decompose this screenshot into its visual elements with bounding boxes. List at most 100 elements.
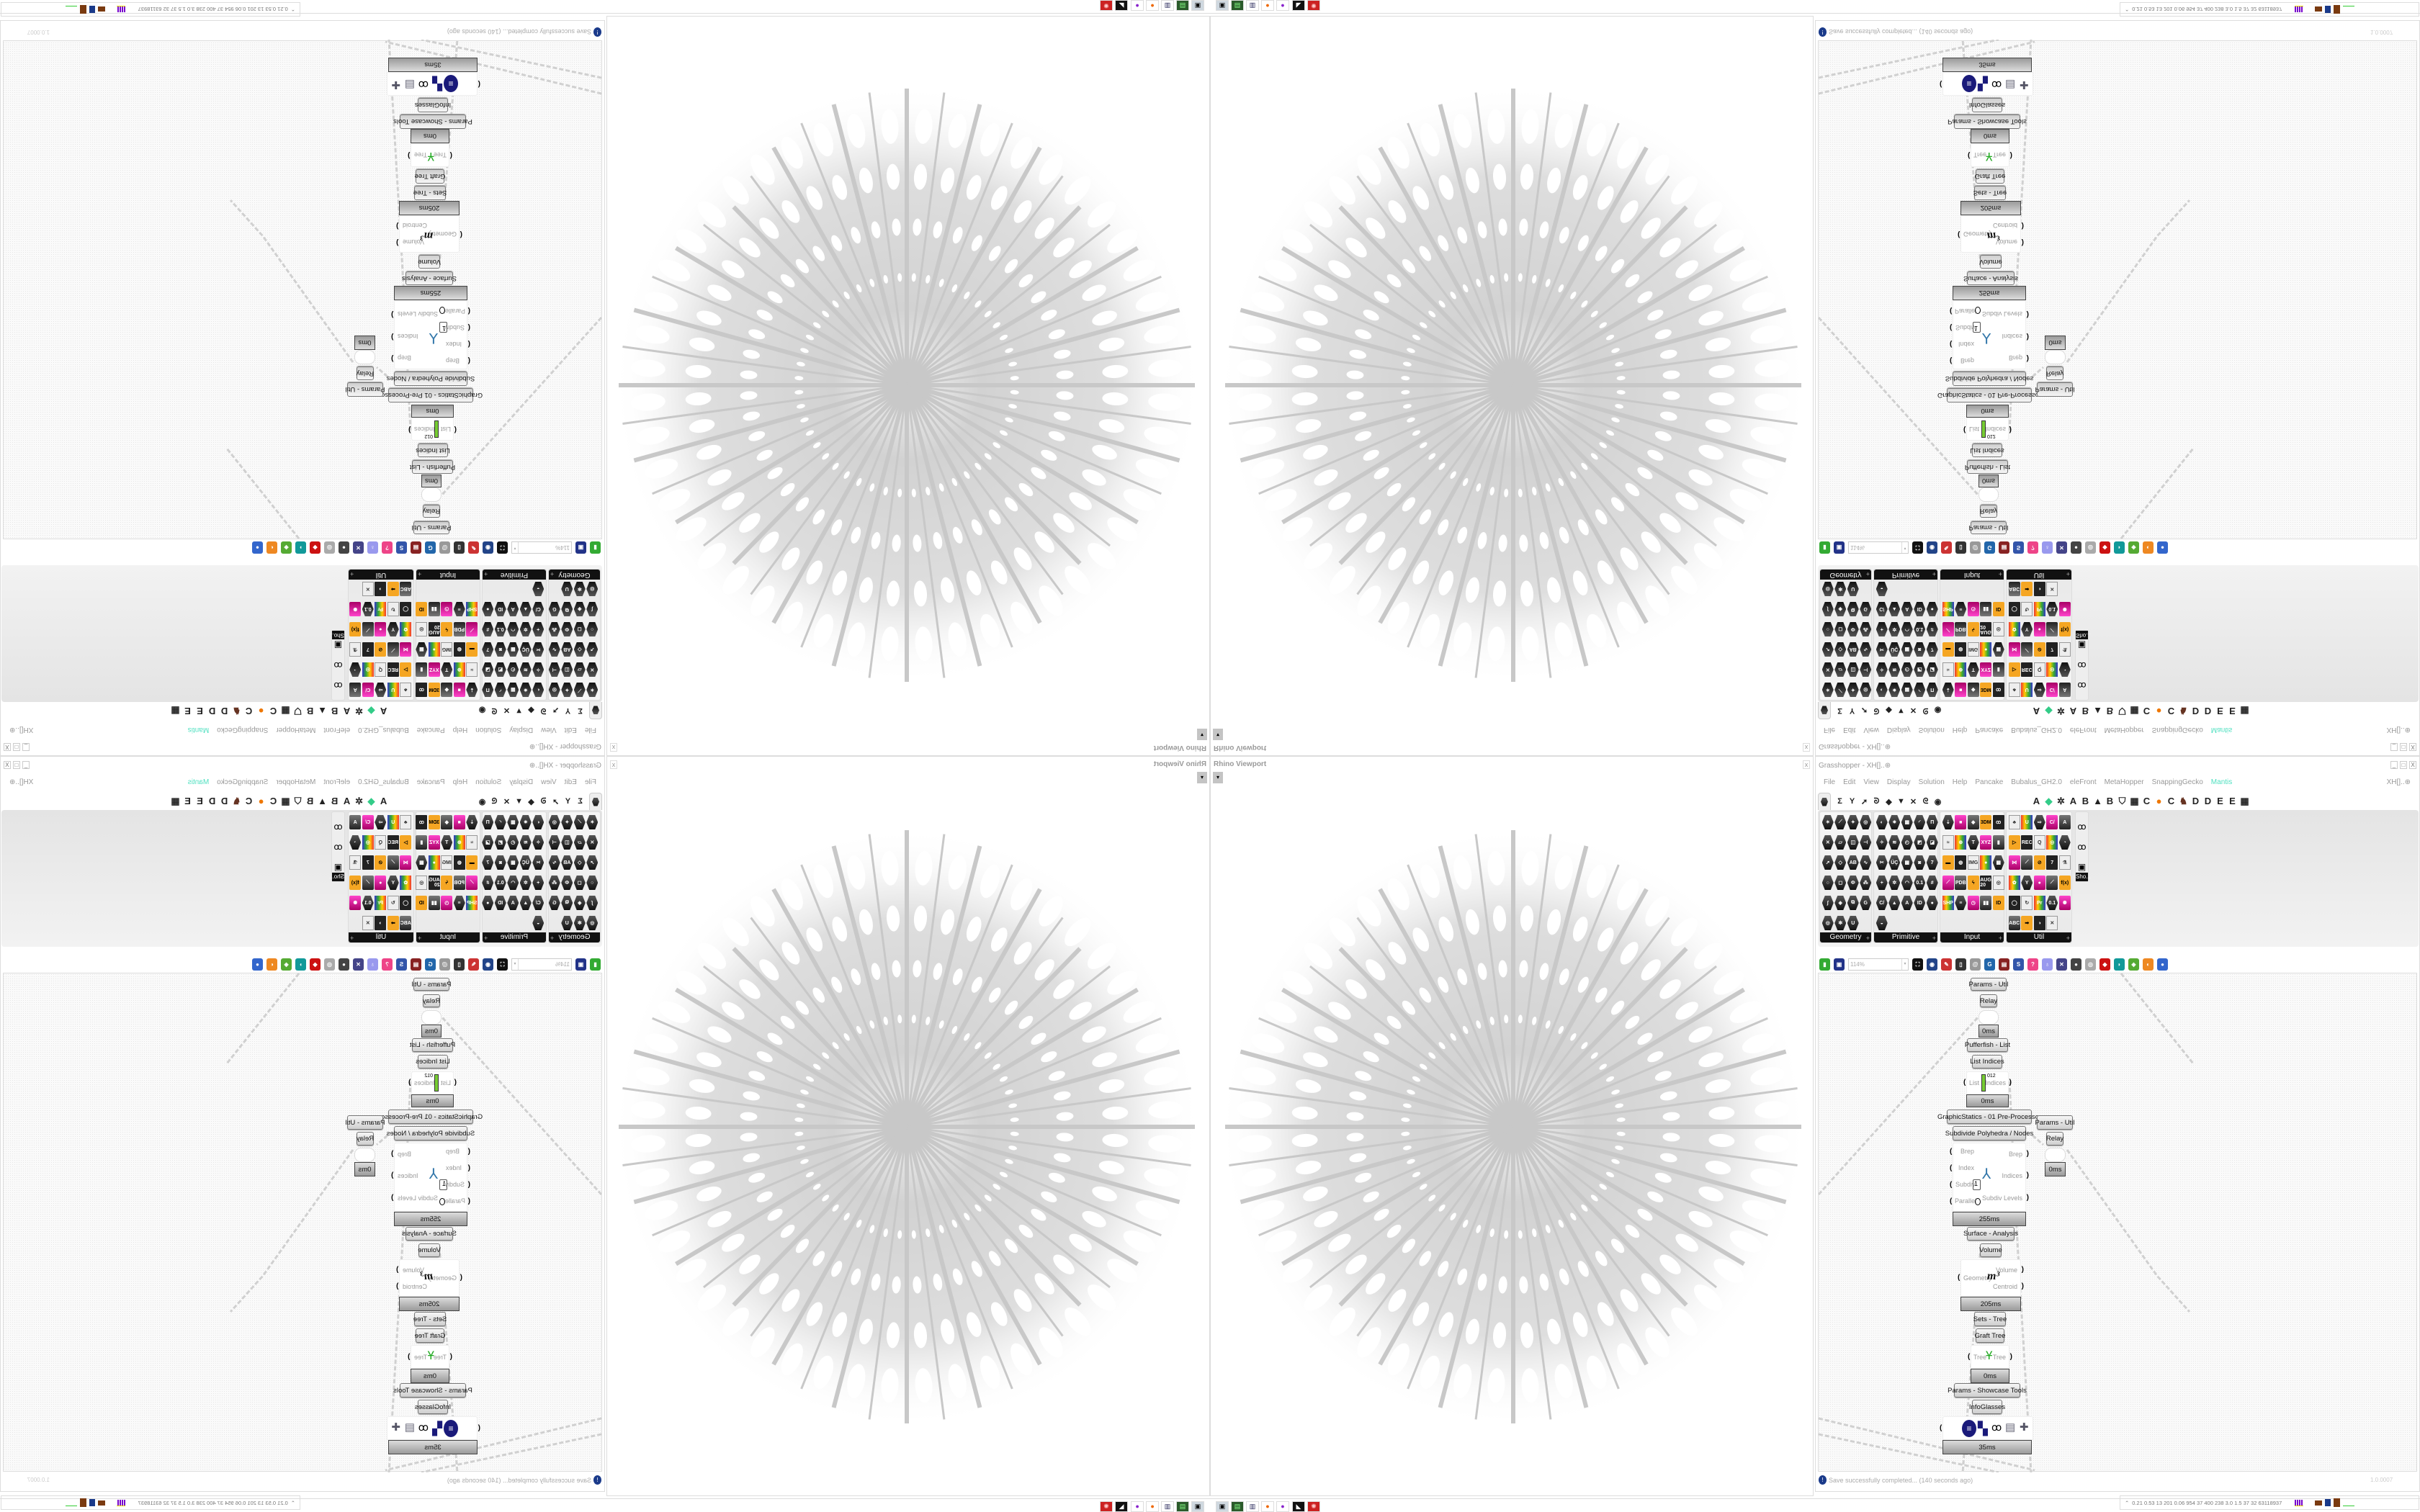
- input-component-icon[interactable]: ◷: [1967, 602, 1979, 616]
- save-file-icon[interactable]: ▣: [1834, 958, 1845, 971]
- menu-display[interactable]: Display: [509, 778, 534, 786]
- plugin-icon[interactable]: ▯: [454, 958, 465, 971]
- util-component-icon[interactable]: A: [349, 683, 362, 697]
- input-component-icon[interactable]: ≡: [454, 896, 465, 910]
- util-component-icon[interactable]: ◑: [2033, 916, 2045, 930]
- util-component-icon[interactable]: ⟋: [387, 642, 399, 657]
- input-grip[interactable]: (: [1968, 1353, 1971, 1361]
- panel-label[interactable]: Geometry: [549, 932, 600, 942]
- primitive-component-icon[interactable]: ◜: [1914, 683, 1925, 697]
- util-component-icon[interactable]: ♣: [2008, 683, 2020, 697]
- menu-elefront[interactable]: eleFront: [2069, 778, 2097, 786]
- output-grip[interactable]: ): [2021, 238, 2024, 246]
- primitive-component-icon[interactable]: П: [1926, 815, 1938, 829]
- tab-plugin[interactable]: ●: [258, 796, 264, 806]
- geometry-component-icon[interactable]: ✕: [1822, 662, 1834, 677]
- util-component-icon[interactable]: ▷: [2008, 835, 2020, 850]
- output-grip[interactable]: ): [2026, 1150, 2029, 1158]
- primitive-component-icon[interactable]: #: [482, 876, 493, 890]
- ring-icon[interactable]: ◎: [2085, 541, 2096, 554]
- search-s-icon[interactable]: S: [396, 541, 407, 554]
- geometry-component-icon[interactable]: ▱: [574, 662, 586, 677]
- util-component-icon[interactable]: Pr: [2033, 896, 2045, 910]
- util-component-icon[interactable]: ✺: [349, 896, 362, 910]
- primitive-component-icon[interactable]: ✷: [1888, 683, 1900, 697]
- input-component-icon[interactable]: ◍: [453, 855, 465, 870]
- primitive-component-icon[interactable]: A: [507, 896, 519, 910]
- util-component-icon[interactable]: ➡: [2021, 916, 2033, 930]
- group-label-volume[interactable]: Volume: [418, 1243, 441, 1257]
- red-app-icon[interactable]: ✺: [1100, 1501, 1113, 1512]
- primitive-component-icon[interactable]: ✲: [520, 622, 532, 636]
- panel-label[interactable]: Primitive: [483, 932, 546, 942]
- at-sign-icon[interactable]: @: [1970, 541, 1981, 554]
- teal-shape-icon[interactable]: ◗: [295, 541, 306, 554]
- geometry-component-icon[interactable]: AB: [1847, 642, 1859, 657]
- panel-label[interactable]: Sho...: [329, 873, 344, 881]
- util-component-icon[interactable]: Pr: [2033, 602, 2045, 616]
- input-component-icon[interactable]: XYZ: [428, 835, 440, 850]
- group-label-params-showcase-tools[interactable]: Params - Showcase Tools: [393, 114, 472, 129]
- util-component-icon[interactable]: ◯: [2008, 602, 2020, 616]
- input-component-icon[interactable]: ●: [428, 642, 440, 657]
- util-component-icon[interactable]: Y: [2021, 622, 2033, 636]
- ring-icon[interactable]: ◎: [2085, 958, 2096, 971]
- primitive-component-icon[interactable]: П: [1927, 683, 1938, 697]
- panel-label[interactable]: Util: [349, 932, 413, 942]
- input-component-icon[interactable]: ⟋: [466, 622, 478, 636]
- util-component-icon[interactable]: ▷: [400, 662, 412, 677]
- document-name[interactable]: XH[]..⊕: [2386, 778, 2411, 786]
- menu-bubalus-gh2-0[interactable]: Bubalus_GH2.0: [358, 778, 409, 786]
- menu-solution[interactable]: Solution: [1918, 778, 1945, 786]
- group-label-pufferfish-list[interactable]: Pufferfish - List: [410, 1038, 455, 1052]
- geometry-component-icon[interactable]: ◫: [561, 835, 573, 850]
- gha-icon[interactable]: G: [425, 958, 436, 971]
- input-component-icon[interactable]: PDB: [1955, 876, 1967, 890]
- geometry-component-icon[interactable]: ⧉: [561, 602, 573, 616]
- geometry-component-icon[interactable]: ∿: [549, 642, 560, 657]
- menu-view[interactable]: View: [541, 778, 557, 786]
- output-grip[interactable]: ): [408, 1353, 411, 1361]
- primitive-component-icon[interactable]: 7: [482, 855, 493, 870]
- tab-plugin[interactable]: ▲: [318, 706, 327, 716]
- primitive-component-icon[interactable]: ID: [1914, 602, 1925, 616]
- parallel-toggle[interactable]: [1975, 1198, 1981, 1205]
- tab-icon[interactable]: Y: [1849, 706, 1855, 716]
- geometry-component-icon[interactable]: ⊣: [1860, 835, 1872, 850]
- input-component-icon[interactable]: ▬: [466, 855, 478, 870]
- output-grip[interactable]: ): [2021, 1282, 2024, 1290]
- geometry-component-icon[interactable]: ▱: [574, 835, 586, 850]
- input-component-icon[interactable]: ꝏ: [1992, 683, 2004, 697]
- output-grip[interactable]: ): [2009, 426, 2012, 433]
- util-component-icon[interactable]: ✕: [2046, 582, 2058, 596]
- util-component-icon[interactable]: Q: [2033, 662, 2045, 677]
- tab-plugin[interactable]: ✲: [2057, 706, 2065, 716]
- group-label-relay[interactable]: Relay: [423, 994, 440, 1007]
- tab-plugin[interactable]: D: [208, 796, 216, 806]
- input-component-icon[interactable]: ◆: [1967, 683, 1979, 697]
- util-component-icon[interactable]: C/: [2046, 815, 2058, 829]
- grasshopper-canvas[interactable]: [3, 40, 602, 539]
- group-label-params-showcase-tools[interactable]: Params - Showcase Tools: [1948, 114, 2027, 129]
- input-component-icon[interactable]: ■: [1955, 815, 1967, 829]
- input-component-icon[interactable]: 3DM: [428, 815, 440, 829]
- tab-plugin[interactable]: A: [380, 706, 387, 716]
- sketch-brush-icon[interactable]: ✎: [1941, 541, 1952, 554]
- package-icon[interactable]: ?: [382, 541, 393, 554]
- red-app-icon[interactable]: ✺: [1307, 1501, 1320, 1512]
- primitive-component-icon[interactable]: ◜: [1914, 815, 1926, 829]
- geometry-component-icon[interactable]: ⟋: [574, 683, 586, 697]
- tab-plugin[interactable]: D: [220, 796, 228, 806]
- primitive-component-icon[interactable]: C/: [532, 896, 544, 910]
- geometry-component-icon[interactable]: ⟋: [574, 815, 586, 829]
- input-component-icon[interactable]: IMG: [1967, 855, 1979, 870]
- input-component-icon[interactable]: T: [441, 835, 452, 850]
- geometry-component-icon[interactable]: ⁂: [1860, 622, 1871, 636]
- tab-icon[interactable]: Y: [565, 796, 571, 806]
- primitive-component-icon[interactable]: +: [532, 622, 544, 636]
- primitive-component-icon[interactable]: ●: [482, 896, 493, 910]
- group-label-volume[interactable]: Volume: [1979, 1243, 2002, 1257]
- primitive-component-icon[interactable]: ◪: [482, 662, 493, 677]
- input-component-icon[interactable]: ≡: [1955, 896, 1967, 910]
- input-component-icon[interactable]: ▩: [1992, 855, 2004, 870]
